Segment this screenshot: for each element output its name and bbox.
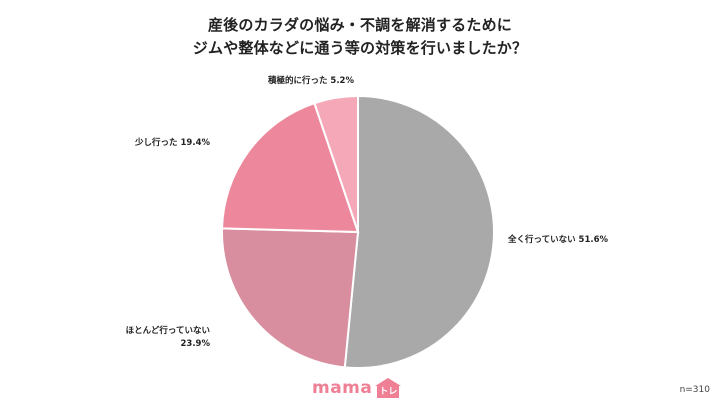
sample-size: n=310 xyxy=(679,385,710,395)
house-roof xyxy=(375,378,402,386)
chart-title-line1: 産後のカラダの悩み・不調を解消するために xyxy=(207,16,512,34)
pie-labels: 全く行っていない 51.6% ほとんど行っていない 23.9% 少し行った 19.4%… xyxy=(126,75,609,349)
slice-hardly-label: ほとんど行っていない 23.9% xyxy=(126,325,211,349)
pie-slices xyxy=(221,94,495,369)
logo-badge: トレ xyxy=(377,386,400,398)
slice-active xyxy=(313,94,359,233)
slice-little xyxy=(221,101,360,234)
chart-title-line2: ジムや整体などに通う等の対策を行いましたか？ xyxy=(192,39,528,57)
house-icon: トレ xyxy=(375,378,402,398)
slice-little-label: 少し行った 19.4% xyxy=(134,137,210,148)
logo-text: mama xyxy=(312,378,373,398)
slice-none xyxy=(343,94,495,369)
chart-title: 産後のカラダの悩み・不調を解消するために ジムや整体などに通う等の対策を行いまし… xyxy=(0,14,720,60)
mama-tore-logo: mama トレ xyxy=(312,377,402,399)
slice-hardly xyxy=(221,227,360,369)
slice-none-label: 全く行っていない 51.6% xyxy=(507,234,609,245)
slice-active-label: 積極的に行った 5.2% xyxy=(267,75,355,86)
